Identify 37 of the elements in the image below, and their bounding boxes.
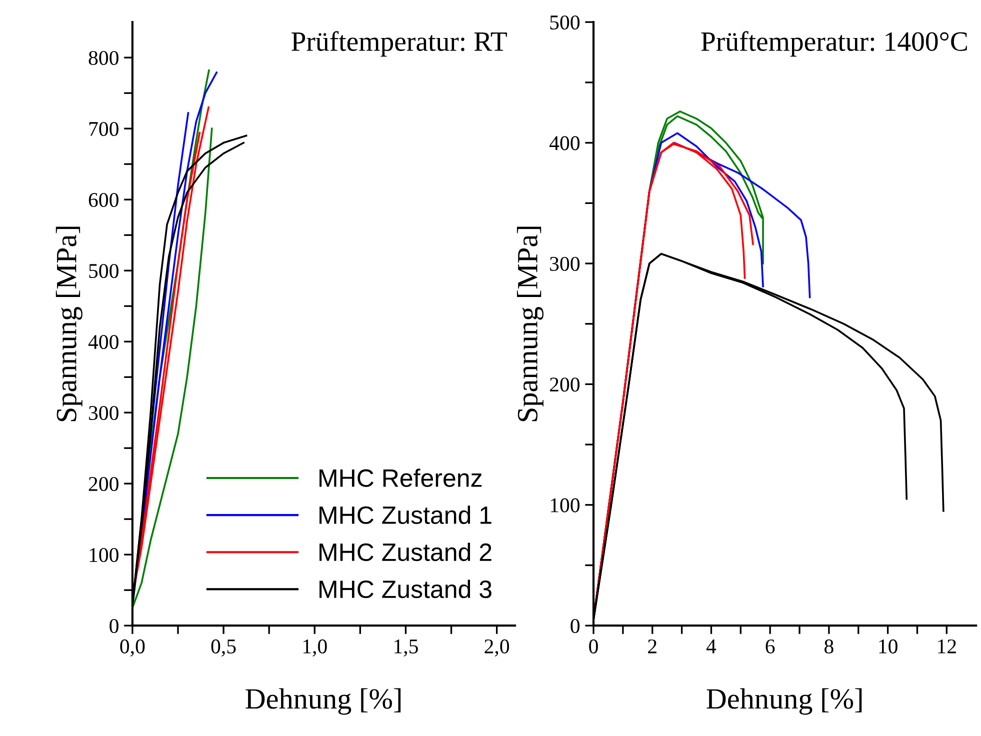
y-axis-title: Spannung [MPa]	[56, 226, 82, 422]
x-axis-title: Dehnung [%]	[246, 688, 401, 715]
y-tick-label: 0	[110, 618, 118, 634]
x-tick-label: 0,5	[211, 639, 236, 656]
x-tick-label: 4	[706, 640, 716, 654]
legend-label: MHC Referenz	[320, 468, 482, 487]
chart-title: Prüftemperatur: RT	[292, 31, 507, 57]
x-tick-label: 6	[766, 639, 775, 654]
y-tick-label: 200	[550, 378, 580, 392]
x-tick-label: 0,0	[120, 639, 145, 656]
legend-label: MHC Zustand 3	[320, 580, 492, 598]
y-tick-label: 100	[90, 548, 118, 562]
x-tick-label: 8	[824, 639, 834, 654]
x-tick-label: 2,0	[484, 639, 510, 656]
y-tick-label: 800	[88, 50, 118, 66]
x-tick-label: 1,0	[303, 639, 327, 656]
x-tick-label: 2	[648, 639, 656, 654]
y-tick-label: 600	[88, 192, 118, 208]
y-tick-label: 500	[550, 15, 580, 30]
y-tick-label: 0	[570, 618, 580, 634]
y-tick-label: 300	[88, 406, 118, 420]
x-tick-label: 12	[938, 639, 956, 654]
x-tick-label: 1,5	[394, 640, 418, 656]
y-tick-label: 200	[88, 476, 118, 492]
legend-label: MHC Zustand 1	[320, 506, 492, 524]
y-tick-label: 100	[550, 498, 580, 512]
y-tick-label: 300	[550, 256, 580, 271]
x-tick-label: 10	[879, 639, 898, 654]
y-tick-label: 500	[89, 264, 118, 278]
x-axis-title: Dehnung [%]	[706, 688, 862, 715]
legend-label: MHC Zustand 2	[320, 542, 492, 562]
y-tick-label: 400	[549, 136, 580, 150]
y-axis-title: Spannung [MPa]	[516, 226, 544, 422]
x-tick-label: 0	[589, 639, 598, 654]
y-tick-label: 700	[89, 122, 118, 136]
y-tick-label: 400	[88, 334, 118, 350]
chart-title: Prüftemperatur: 1400°C	[701, 31, 967, 57]
